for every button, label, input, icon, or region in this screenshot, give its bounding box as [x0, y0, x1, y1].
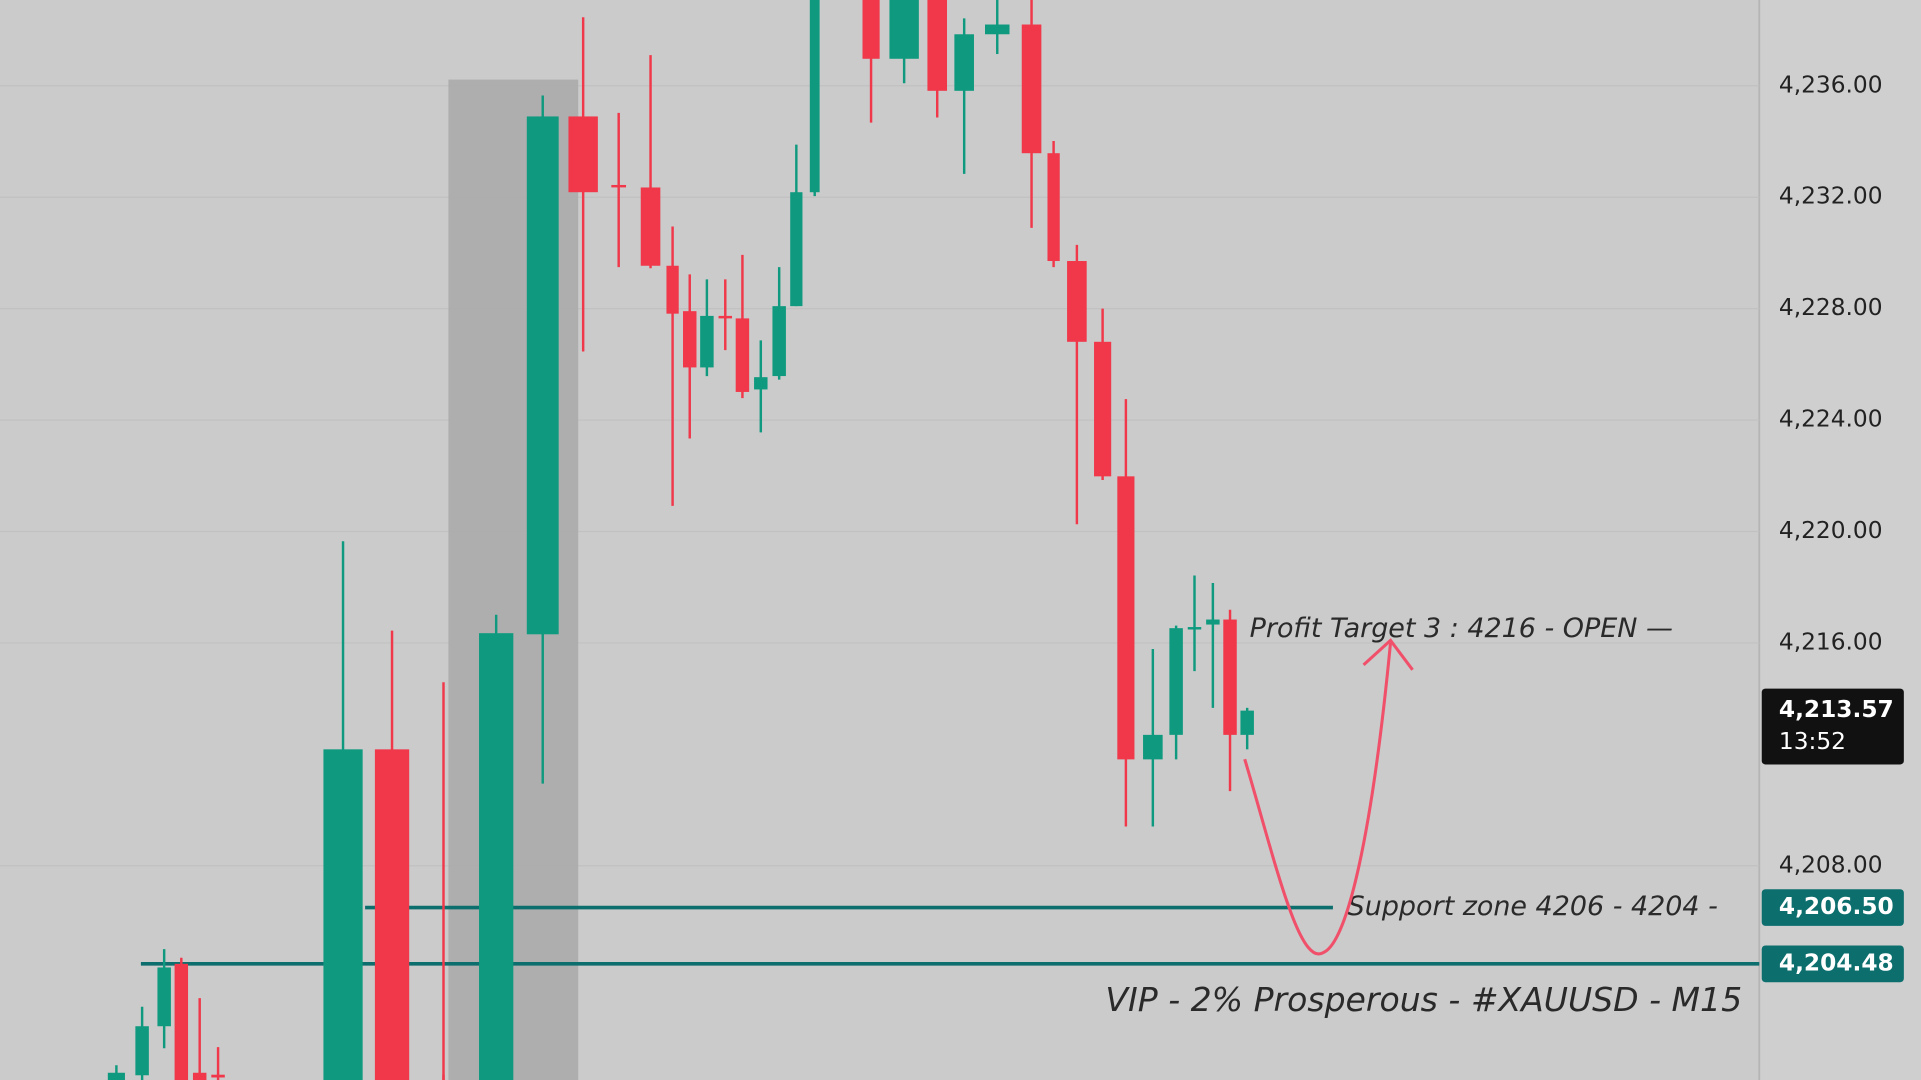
candle-body — [754, 377, 768, 390]
candle-body — [374, 749, 410, 1080]
candle-body — [611, 184, 627, 188]
candle-body — [790, 192, 803, 307]
candle-body — [479, 633, 514, 1080]
y-tick-label: 4,236.00 — [1779, 71, 1883, 98]
profit-target-note: Profit Target 3 : 4216 - OPEN — — [1250, 613, 1673, 644]
candles — [107, 0, 1254, 1080]
candle-body — [1047, 153, 1060, 262]
candle-body — [1143, 734, 1163, 760]
last-price-label: 4,213.57 — [1779, 696, 1894, 723]
levels: Support zone 4206 - 4204 - — [140, 891, 1760, 966]
candle-body — [718, 315, 733, 319]
candle-body — [1187, 627, 1202, 630]
candle-body — [135, 1026, 149, 1076]
last-price-box — [1761, 688, 1904, 765]
candle-body — [211, 1074, 225, 1078]
grid — [0, 85, 1760, 867]
level-price-box — [1761, 889, 1904, 926]
candle-body — [1223, 619, 1237, 735]
candle-body — [735, 318, 750, 392]
candle-body — [889, 0, 919, 59]
y-tick-label: 4,208.00 — [1779, 851, 1883, 878]
candle-body — [1240, 710, 1254, 735]
candle-body — [157, 967, 171, 1027]
level-price-box — [1761, 945, 1904, 983]
candle-body — [772, 306, 786, 377]
candle-body — [174, 963, 189, 1080]
candle-body — [568, 116, 598, 193]
candle-body — [323, 749, 363, 1080]
y-tick-label: 4,228.00 — [1779, 294, 1883, 321]
candle-body — [666, 265, 679, 314]
candle-body — [192, 1072, 207, 1080]
candle-body — [1021, 24, 1042, 154]
level-price-label: 4,204.48 — [1779, 949, 1894, 976]
y-tick-label: 4,232.00 — [1779, 183, 1883, 210]
candle-body — [985, 24, 1010, 35]
level-note: Support zone 4206 - 4204 - — [1348, 891, 1718, 922]
y-tick-label: 4,216.00 — [1779, 628, 1883, 655]
candle-body — [1169, 628, 1183, 735]
drawn-arrow — [1243, 642, 1393, 956]
countdown-label: 13:52 — [1779, 728, 1846, 755]
candle-body — [1206, 619, 1220, 625]
candle-body — [1117, 476, 1135, 760]
drawn-arrowhead — [1362, 638, 1414, 671]
candle-body — [927, 0, 948, 91]
candle-body — [809, 0, 820, 193]
candle-body — [442, 1074, 445, 1080]
plot-background — [0, 0, 1759, 1080]
candle-body — [640, 187, 661, 266]
candle-body — [954, 34, 974, 91]
price-axis: 4,208.00 4,216.00 4,220.00 4,224.00 4,228.00… — [1761, 71, 1904, 983]
candle-body — [1067, 261, 1087, 342]
candle-body — [700, 315, 714, 368]
y-tick-label: 4,224.00 — [1779, 406, 1883, 433]
candle-body — [683, 311, 697, 368]
chart-title: VIP - 2% Prosperous - #XAUUSD - M15 — [1105, 980, 1742, 1019]
candle-body — [1094, 341, 1112, 477]
candle-body — [526, 116, 559, 635]
y-tick-label: 4,220.00 — [1779, 517, 1883, 544]
candle-body — [107, 1072, 125, 1080]
candle-body — [862, 0, 880, 59]
level-price-label: 4,206.50 — [1779, 893, 1894, 920]
